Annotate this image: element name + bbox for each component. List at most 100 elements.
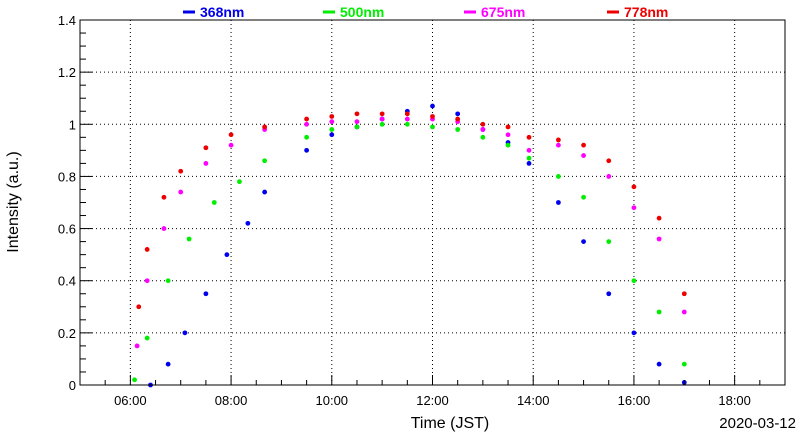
data-point	[136, 304, 142, 310]
data-point	[379, 121, 385, 127]
plot-frame	[79, 19, 786, 386]
data-point	[379, 111, 385, 117]
data-point	[379, 116, 385, 122]
data-point	[354, 119, 360, 125]
scatter-points	[132, 103, 687, 388]
data-point	[329, 132, 335, 138]
series-675nm	[134, 116, 687, 349]
x-axis-title: Time (JST)	[411, 415, 490, 432]
data-point	[354, 124, 360, 130]
data-point	[144, 247, 150, 252]
y-tick-label: 1	[69, 117, 76, 132]
data-point	[581, 239, 586, 245]
legend-label: 500nm	[340, 4, 384, 20]
data-point	[606, 291, 612, 297]
legend: 368nm 500nm 675nm 778nm	[183, 4, 668, 20]
data-point	[262, 189, 268, 195]
series-778nm	[136, 111, 687, 310]
y-tick-label: 0.4	[58, 274, 76, 289]
data-point	[178, 168, 184, 174]
x-axis: 06:00 08:00 10:00 12:00 14:00 16:00 18:00	[79, 375, 786, 408]
data-point	[555, 137, 561, 143]
data-point	[228, 142, 234, 148]
data-point	[203, 145, 209, 151]
data-point	[182, 330, 188, 336]
data-point	[304, 116, 310, 122]
data-point	[681, 291, 687, 297]
data-point	[480, 127, 486, 132]
data-point	[329, 114, 335, 119]
y-axis: 0 0.2 0.4 0.6 0.8 1 1.2 1.4	[58, 13, 92, 393]
data-point	[262, 158, 268, 164]
data-point	[211, 200, 217, 205]
y-tick-label: 0.2	[58, 326, 76, 341]
data-point	[631, 205, 637, 211]
data-point	[144, 278, 150, 284]
data-point	[203, 291, 209, 297]
x-tick-label: 06:00	[114, 393, 147, 408]
x-tick-label: 14:00	[517, 393, 550, 408]
series-500nm	[132, 121, 687, 383]
x-tick-label: 16:00	[618, 393, 651, 408]
data-point	[656, 309, 662, 315]
data-point	[480, 121, 486, 127]
data-point	[455, 116, 461, 122]
data-point	[505, 124, 511, 130]
data-point	[304, 121, 310, 127]
data-point	[404, 111, 410, 117]
data-point	[526, 160, 532, 166]
data-point	[606, 158, 612, 164]
data-point	[681, 309, 687, 315]
y-tick-label: 0.8	[58, 169, 76, 184]
data-point	[555, 174, 561, 179]
data-point	[203, 160, 209, 166]
data-point	[430, 103, 435, 109]
x-tick-label: 10:00	[316, 393, 349, 408]
x-tick-label: 18:00	[718, 393, 751, 408]
data-point	[228, 132, 234, 138]
data-point	[656, 236, 662, 242]
data-point	[526, 147, 532, 153]
data-point	[404, 121, 410, 127]
data-point	[430, 114, 435, 119]
data-point	[354, 111, 360, 117]
data-point	[656, 361, 662, 367]
data-point	[526, 134, 532, 140]
data-point	[329, 127, 335, 132]
data-point	[455, 111, 461, 117]
data-point	[656, 215, 662, 221]
data-point	[161, 194, 167, 200]
data-point	[606, 239, 612, 245]
data-point	[237, 179, 242, 185]
data-point	[404, 116, 410, 122]
grid-lines	[80, 19, 785, 386]
data-point	[606, 174, 612, 179]
data-point	[161, 226, 167, 231]
data-point	[430, 124, 435, 130]
data-point	[165, 361, 171, 367]
data-point	[631, 184, 637, 190]
data-point	[304, 134, 310, 140]
data-point	[581, 194, 586, 200]
data-point	[555, 200, 561, 205]
x-tick-label: 12:00	[416, 393, 449, 408]
data-point	[581, 153, 586, 158]
data-point	[631, 330, 637, 336]
data-point	[165, 278, 171, 284]
x-tick-label: 08:00	[215, 393, 248, 408]
data-point	[134, 343, 140, 349]
data-point	[505, 132, 511, 138]
y-tick-label: 1.2	[58, 65, 76, 80]
data-point	[132, 377, 137, 383]
data-point	[555, 142, 561, 148]
legend-label: 675nm	[481, 4, 525, 20]
series-368nm	[148, 103, 687, 388]
data-point	[455, 127, 461, 132]
data-point	[144, 335, 150, 341]
y-tick-label: 0.6	[58, 222, 76, 237]
data-point	[186, 236, 192, 242]
data-point	[178, 189, 184, 195]
y-tick-label: 0	[69, 378, 76, 393]
data-point	[262, 124, 268, 130]
